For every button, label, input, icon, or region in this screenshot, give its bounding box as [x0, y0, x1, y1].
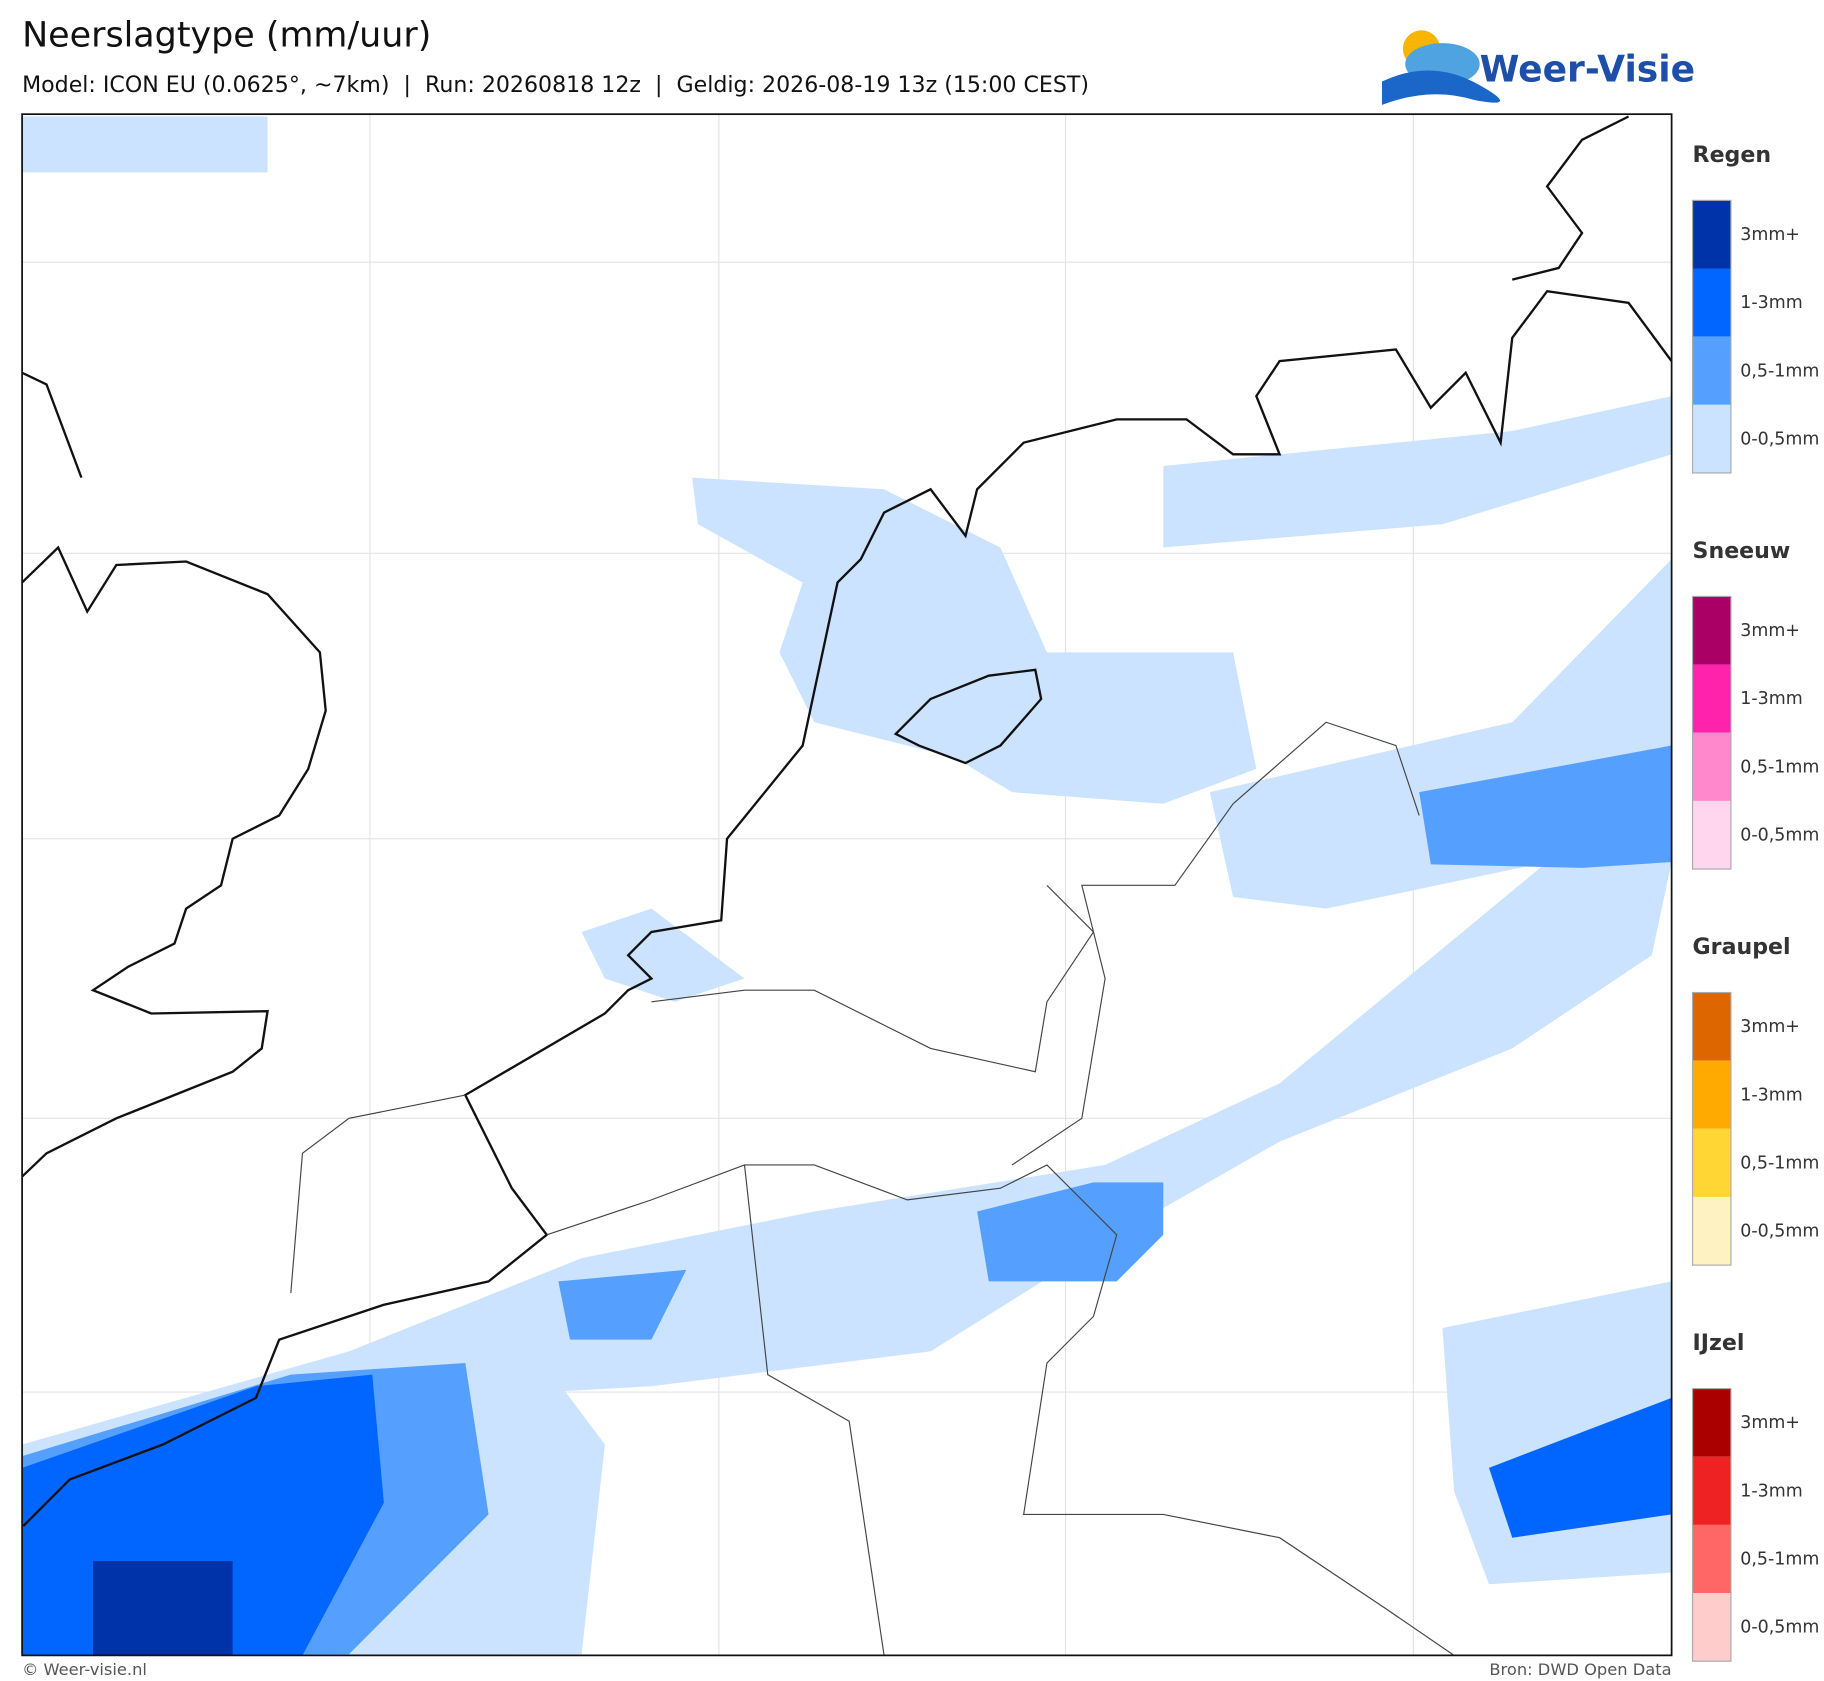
legend-swatch [1692, 732, 1731, 801]
legend-swatch [1692, 268, 1731, 337]
legend-title: IJzel [1693, 1330, 1745, 1356]
legend-label: 0-0,5mm [1740, 1618, 1819, 1638]
legend-title: Graupel [1693, 934, 1791, 960]
legend-frame [1691, 199, 1732, 474]
legend-swatch [1692, 1060, 1731, 1129]
legend-frame [1691, 595, 1732, 870]
map [21, 113, 1673, 1657]
legend-label: 0,5-1mm [1740, 757, 1819, 777]
legend-label: 0-0,5mm [1740, 1222, 1819, 1242]
legend-swatch [1692, 1388, 1731, 1457]
legend-title: Regen [1693, 142, 1772, 168]
precipitation [22, 116, 1672, 1656]
borders [290, 721, 1455, 1656]
legend-swatch [1692, 800, 1731, 870]
legend-label: 0-0,5mm [1740, 429, 1819, 449]
legend-frame [1691, 1388, 1732, 1662]
logo-text: Weer-Visie [1480, 49, 1695, 91]
legend-swatch [1692, 596, 1731, 665]
legend-label: 1-3mm [1740, 1481, 1802, 1501]
footer-right: Bron: DWD Open Data [1489, 1660, 1671, 1679]
coastlines [22, 115, 1672, 1527]
legend-swatch [1692, 1196, 1731, 1266]
legend-frame [1691, 991, 1732, 1266]
legend-swatch [1692, 404, 1731, 473]
legend-label: 0-0,5mm [1740, 825, 1819, 845]
legend-swatch [1692, 1456, 1731, 1525]
subtitle: Model: ICON EU (0.0625°, ~7km) | Run: 20… [22, 72, 1089, 98]
legend-label: 0,5-1mm [1740, 1549, 1819, 1569]
title: Neerslagtype (mm/uur) [22, 16, 431, 56]
legend-swatch [1692, 992, 1731, 1061]
legend-label: 3mm+ [1740, 621, 1800, 641]
legend-swatch [1692, 664, 1731, 733]
legend-label: 0,5-1mm [1740, 361, 1819, 381]
legend-label: 3mm+ [1740, 1413, 1800, 1433]
legend-label: 0,5-1mm [1740, 1153, 1819, 1173]
legend-title: Sneeuw [1693, 538, 1791, 564]
legend-label: 1-3mm [1740, 293, 1802, 313]
legend-swatch [1692, 200, 1731, 269]
legend-label: 3mm+ [1740, 1017, 1800, 1037]
legend-swatch [1692, 1128, 1731, 1197]
legend-swatch [1692, 336, 1731, 405]
footer-left: © Weer-visie.nl [22, 1660, 147, 1679]
legend-label: 1-3mm [1740, 1085, 1802, 1105]
legend-label: 1-3mm [1740, 689, 1802, 709]
legend-swatch [1692, 1593, 1731, 1662]
legend-label: 3mm+ [1740, 225, 1800, 245]
map-frame [21, 113, 1673, 1657]
legend: Regen 3mm+ 1-3mm 0,5-1mm 0-0,5mm Sneeuw 3mm+ 1-… [1691, 142, 1819, 1662]
logo: Weer-Visie [1381, 30, 1695, 105]
legend-swatch [1692, 1524, 1731, 1594]
